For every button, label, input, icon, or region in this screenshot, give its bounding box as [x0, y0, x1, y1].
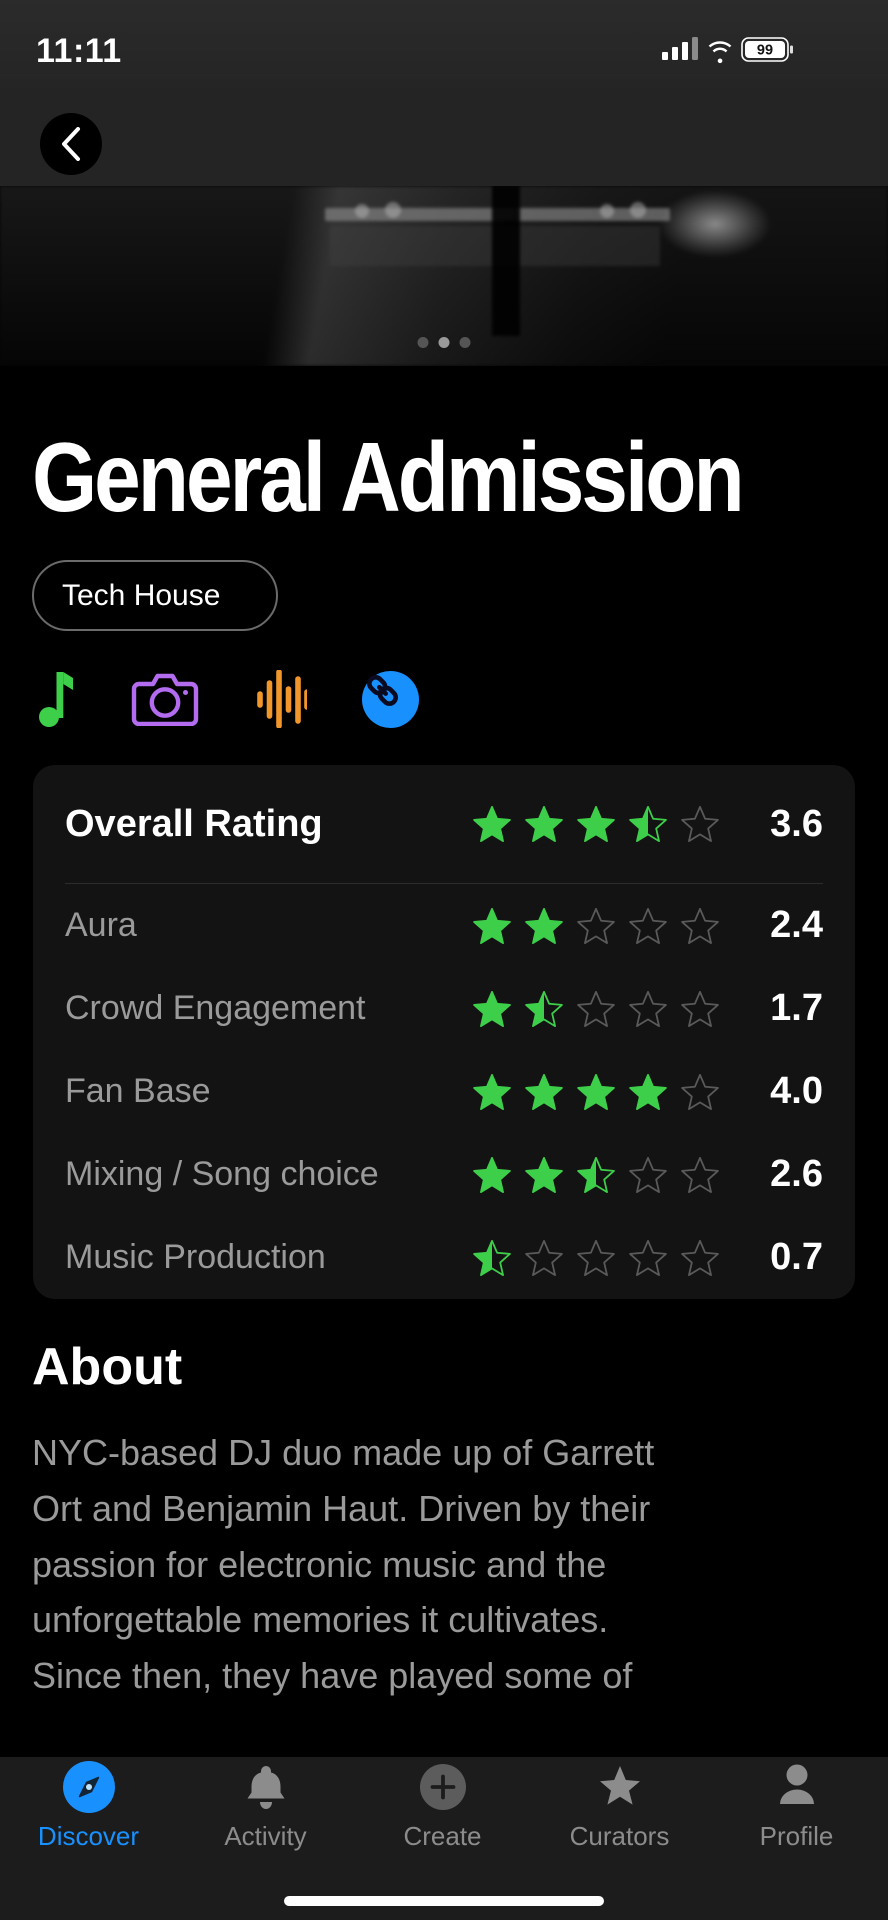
svg-text:99: 99	[757, 43, 773, 59]
